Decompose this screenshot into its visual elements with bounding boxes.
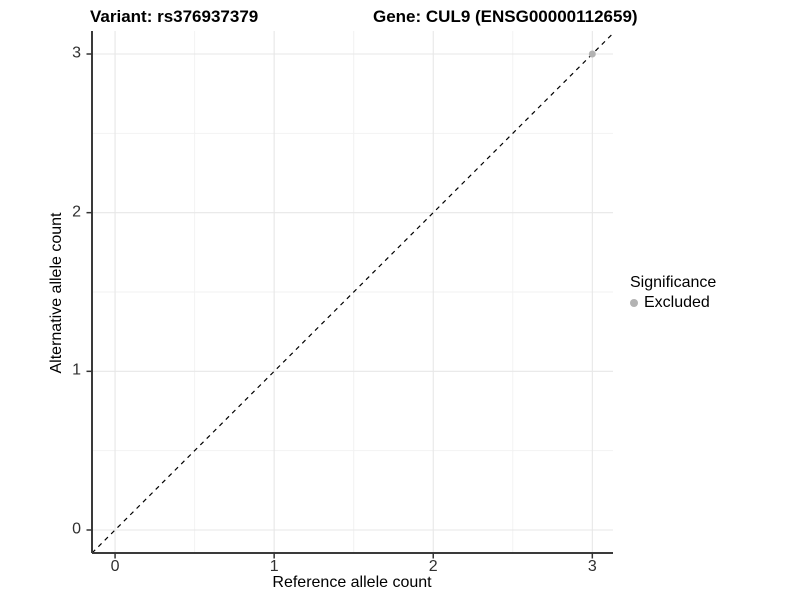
chart-title-gene: Gene: CUL9 (ENSG00000112659)	[373, 7, 638, 26]
legend-point-icon	[630, 299, 638, 307]
y-tick-label: 2	[72, 203, 81, 221]
x-tick-label: 3	[587, 558, 597, 575]
x-tick-label: 1	[269, 558, 279, 575]
chart-title-variant: Variant: rs376937379	[90, 7, 259, 26]
legend: Significance Excluded	[630, 274, 716, 312]
legend-entry-excluded: Excluded	[630, 294, 716, 312]
x-tick-label: 0	[110, 558, 120, 575]
y-tick-label: 0	[72, 520, 81, 538]
y-axis-title: Alternative allele count	[48, 212, 65, 374]
legend-title: Significance	[630, 274, 717, 291]
data-point-excluded	[588, 50, 596, 58]
legend-entry-label: Excluded	[644, 294, 710, 311]
x-axis-title: Reference allele count	[272, 574, 432, 591]
y-tick-label: 3	[72, 44, 81, 62]
identity-dashed-line	[91, 32, 614, 554]
y-tick-label: 1	[72, 361, 81, 379]
x-tick-label: 2	[428, 558, 438, 575]
